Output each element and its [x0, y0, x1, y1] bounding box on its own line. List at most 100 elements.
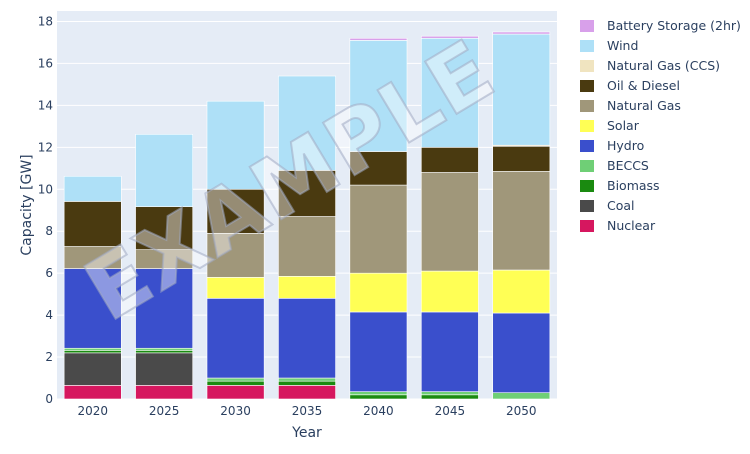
bar-segment-solar: [278, 276, 336, 299]
bar-segment-oil-diesel: [278, 170, 336, 217]
bar-segment-battery-storage-2hr-: [349, 37, 408, 41]
bar-segment-battery-storage-2hr-: [420, 35, 479, 39]
legend-label: Coal: [607, 198, 635, 213]
y-tick-label: 2: [45, 350, 53, 364]
legend-swatch: [580, 120, 594, 132]
x-tick-label: 2030: [220, 404, 251, 418]
bar-segment-nuclear: [63, 385, 122, 400]
y-tick-label: 18: [38, 14, 53, 28]
y-axis-title: Capacity [GW]: [19, 154, 35, 255]
legend-item[interactable]: Nuclear: [580, 218, 656, 233]
bar-segment-natural-gas: [420, 172, 479, 272]
legend-swatch: [580, 80, 594, 92]
bar-segment-beccs: [278, 377, 336, 382]
legend-swatch: [580, 180, 594, 192]
legend-item[interactable]: Coal: [580, 198, 635, 213]
bar-segment-hydro: [278, 298, 336, 379]
y-tick-label: 12: [38, 140, 53, 154]
legend-swatch: [580, 100, 594, 112]
bar-segment-beccs: [135, 347, 194, 351]
bar-segment-solar: [420, 270, 479, 313]
bar-segment-hydro: [135, 268, 194, 349]
legend-label: Solar: [607, 118, 640, 133]
bar-segment-biomass: [135, 350, 194, 354]
bar-segment-hydro: [349, 311, 408, 392]
bar-segment-solar: [492, 269, 551, 314]
bar-segment-wind: [206, 100, 265, 190]
bar-segment-beccs: [492, 392, 551, 400]
legend-item[interactable]: Battery Storage (2hr): [580, 18, 741, 33]
bar-segment-biomass: [420, 394, 479, 400]
bar-segment-hydro: [63, 268, 122, 349]
bar-segment-beccs: [349, 391, 408, 396]
x-tick-label: 2040: [363, 404, 394, 418]
legend-label: Wind: [607, 38, 638, 53]
legend-label: Oil & Diesel: [607, 78, 680, 93]
bar-segment-beccs: [420, 391, 479, 396]
bar-segment-battery-storage-2hr-: [492, 31, 551, 35]
bar-segment-oil-diesel: [135, 206, 194, 250]
bar-segment-biomass: [278, 380, 336, 386]
bar-segment-wind: [135, 134, 194, 207]
bar-segment-solar: [349, 272, 408, 313]
bar-segment-hydro: [420, 311, 479, 392]
bar-segment-natural-gas: [492, 171, 551, 271]
legend-label: Natural Gas: [607, 98, 681, 113]
x-axis-title: Year: [291, 425, 322, 441]
legend-swatch: [580, 220, 594, 232]
bar-segment-hydro: [492, 312, 551, 394]
legend-item[interactable]: BECCS: [580, 158, 649, 173]
y-tick-label: 16: [38, 56, 53, 70]
legend-label: Nuclear: [607, 218, 656, 233]
x-axis-ticks: 2020 2025 2030 2035 2040 2045 2050: [77, 404, 536, 418]
legend-item[interactable]: Solar: [580, 118, 640, 133]
bar-segment-oil-diesel: [349, 151, 408, 186]
bar-segment-oil-diesel: [63, 201, 122, 247]
legend-swatch: [580, 140, 594, 152]
legend-swatch: [580, 20, 594, 32]
y-axis-ticks: 0 2 4 6 8 10 12 14 16 18: [38, 14, 53, 406]
bar-segment-nuclear: [206, 385, 265, 400]
bar-segment-beccs: [63, 347, 122, 351]
bar-segment-biomass: [206, 380, 265, 386]
bar-segment-nuclear: [278, 385, 336, 400]
x-tick-label: 2020: [77, 404, 108, 418]
y-tick-label: 8: [45, 224, 53, 238]
x-tick-label: 2025: [149, 404, 180, 418]
bar-segment-hydro: [206, 298, 265, 379]
legend-item[interactable]: Wind: [580, 38, 638, 53]
y-tick-label: 0: [45, 392, 53, 406]
legend-item[interactable]: Biomass: [580, 178, 660, 193]
legend-item[interactable]: Oil & Diesel: [580, 78, 680, 93]
legend-label: BECCS: [607, 158, 649, 173]
y-tick-label: 14: [38, 98, 53, 112]
legend-item[interactable]: Natural Gas: [580, 98, 681, 113]
bar-segment-coal: [63, 352, 122, 386]
bar-segment-wind: [349, 40, 408, 152]
legend-swatch: [580, 60, 594, 72]
y-tick-label: 10: [38, 182, 53, 196]
x-tick-label: 2045: [435, 404, 466, 418]
legend-item[interactable]: Hydro: [580, 138, 644, 153]
y-tick-label: 4: [45, 308, 53, 322]
bar-segment-natural-gas: [206, 233, 265, 278]
legend-label: Natural Gas (CCS): [607, 58, 720, 73]
bar-segment-nuclear: [135, 385, 194, 400]
bar-segment-coal: [135, 352, 194, 386]
legend-item[interactable]: Natural Gas (CCS): [580, 58, 720, 73]
bar-segment-natural-gas: [278, 216, 336, 277]
bar-segment-biomass: [63, 350, 122, 354]
legend-label: Hydro: [607, 138, 644, 153]
legend-swatch: [580, 200, 594, 212]
x-tick-label: 2035: [292, 404, 323, 418]
bar-segment-beccs: [206, 377, 265, 382]
x-tick-label: 2050: [506, 404, 537, 418]
bar-segment-natural-gas: [349, 184, 408, 274]
legend-label: Biomass: [607, 178, 660, 193]
bar-segment-oil-diesel: [492, 145, 551, 172]
bar-segment-wind: [63, 175, 122, 202]
legend-swatch: [580, 160, 594, 172]
bar-segment-biomass: [349, 394, 408, 400]
legend-label: Battery Storage (2hr): [607, 18, 741, 33]
